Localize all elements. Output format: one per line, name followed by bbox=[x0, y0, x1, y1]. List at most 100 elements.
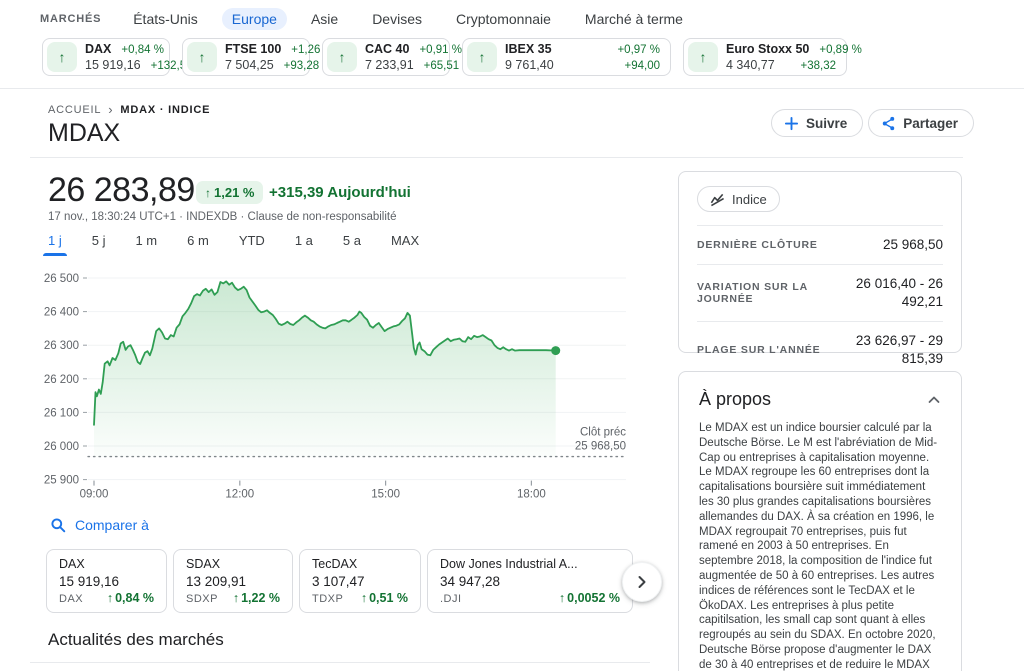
quote-change-pct-badge: 1,21 % bbox=[196, 181, 264, 204]
up-trend-icon bbox=[467, 42, 497, 72]
compare-name: TecDAX bbox=[312, 557, 358, 571]
compare-name: DAX bbox=[59, 557, 85, 571]
nav-item-cryptomonnaie[interactable]: Cryptomonnaie bbox=[455, 11, 551, 27]
compare-value: 34 947,28 bbox=[440, 573, 501, 589]
page-title: MDAX bbox=[48, 119, 121, 147]
svg-text:26 000: 26 000 bbox=[44, 441, 79, 453]
price-chart-svg[interactable]: 26 500 26 400 26 300 26 200 26 100 26 000 25 9… bbox=[40, 263, 640, 503]
tab-ytd[interactable]: YTD bbox=[238, 233, 265, 248]
chip-change: +94,00 bbox=[624, 59, 661, 72]
quote-change-today: +315,39 Aujourd'hui bbox=[269, 184, 411, 201]
chart-range-tabs: 1 j 5 j 1 m 6 m YTD 1 a 5 a MAX bbox=[43, 233, 420, 256]
svg-text:09:00: 09:00 bbox=[80, 489, 109, 501]
follow-button[interactable]: Suivre bbox=[771, 109, 864, 137]
chip-pct: +0,89 % bbox=[819, 43, 862, 56]
compare-card-dax[interactable]: DAX 15 919,16 DAX 0,84 % bbox=[46, 549, 167, 613]
price-chart[interactable]: 26 500 26 400 26 300 26 200 26 100 26 000 25 9… bbox=[40, 263, 640, 503]
compare-pct: 0,0052 % bbox=[567, 591, 620, 605]
up-arrow-icon bbox=[205, 186, 211, 200]
stat-row-day-range: VARIATION SUR LA JOURNÉE 26 016,40 - 26 … bbox=[697, 264, 943, 321]
chip-value: 4 340,77 bbox=[726, 57, 775, 72]
chip-pct: +0,91 % bbox=[419, 43, 462, 56]
compare-pct: 0,84 % bbox=[115, 591, 154, 605]
carousel-next-button[interactable] bbox=[622, 562, 662, 602]
tab-5j[interactable]: 5 j bbox=[91, 233, 106, 248]
stats-rows: DERNIÈRE CLÔTURE 25 968,50 VARIATION SUR… bbox=[697, 225, 943, 378]
chip-value: 9 761,40 bbox=[505, 57, 554, 72]
stat-value: 26 016,40 - 26 492,21 bbox=[855, 276, 943, 309]
quote-timestamp: 17 nov., 18:30:24 UTC+1 · INDEXDB · bbox=[48, 211, 248, 223]
chip-name: FTSE 100 bbox=[225, 41, 282, 56]
index-chip-dax[interactable]: DAX+0,84 % 15 919,16+132,55 bbox=[42, 38, 193, 76]
tab-6m[interactable]: 6 m bbox=[187, 233, 209, 248]
compare-ticker: SDXP bbox=[186, 593, 218, 605]
search-icon bbox=[50, 517, 66, 533]
nav-item-marche-a-terme[interactable]: Marché à terme bbox=[584, 11, 683, 27]
market-news-title: Actualités des marchés bbox=[48, 630, 224, 649]
compare-ticker: .DJI bbox=[440, 593, 462, 605]
up-arrow-icon bbox=[361, 591, 367, 605]
compare-pct: 1,22 % bbox=[241, 591, 280, 605]
chip-name: Euro Stoxx 50 bbox=[726, 41, 810, 56]
compare-value: 13 209,91 bbox=[186, 573, 247, 589]
index-chip-cac-40[interactable]: CAC 40 +0,91 % 7 233,91 +65,51 bbox=[322, 38, 462, 76]
compare-label: Comparer à bbox=[75, 517, 149, 533]
compare-to-button[interactable]: Comparer à bbox=[50, 517, 149, 533]
nav-item-devises[interactable]: Devises bbox=[372, 11, 422, 27]
svg-text:26 200: 26 200 bbox=[44, 374, 79, 386]
nav-item-europe[interactable]: Europe bbox=[221, 8, 287, 30]
up-arrow-icon bbox=[559, 591, 565, 605]
share-button[interactable]: Partager bbox=[868, 109, 975, 137]
compare-card-sdax[interactable]: SDAX 13 209,91 SDXP 1,22 % bbox=[173, 549, 293, 613]
nav-item-asie[interactable]: Asie bbox=[310, 11, 339, 27]
chip-name: IBEX 35 bbox=[505, 41, 552, 56]
tab-1j[interactable]: 1 j bbox=[43, 233, 67, 256]
breadcrumb-current: MDAX · INDICE bbox=[120, 103, 211, 116]
svg-text:18:00: 18:00 bbox=[517, 489, 546, 501]
chip-change: +65,51 bbox=[423, 59, 460, 72]
compare-value: 15 919,16 bbox=[59, 573, 120, 589]
compare-card-dow-jones[interactable]: Dow Jones Industrial A... 34 947,28 .DJI… bbox=[427, 549, 633, 613]
tab-max[interactable]: MAX bbox=[390, 233, 420, 248]
tab-5a[interactable]: 5 a bbox=[342, 233, 361, 248]
stat-value: 23 626,97 - 29 815,39 bbox=[855, 333, 943, 366]
chevron-up-icon[interactable] bbox=[927, 393, 941, 407]
divider bbox=[30, 157, 963, 158]
index-chip-ibex-35[interactable]: IBEX 35 +0,97 % 9 761,40 +94,00 bbox=[462, 38, 671, 76]
stat-row-year-range: PLAGE SUR L'ANNÉE 23 626,97 - 29 815,39 bbox=[697, 321, 943, 378]
svg-text:26 300: 26 300 bbox=[44, 340, 79, 352]
up-arrow-icon bbox=[107, 591, 113, 605]
svg-text:25 900: 25 900 bbox=[44, 475, 79, 487]
chevron-right-icon bbox=[634, 574, 650, 590]
up-trend-icon bbox=[187, 42, 217, 72]
stat-value: 25 968,50 bbox=[882, 237, 943, 252]
disclaimer-link[interactable]: Clause de non-responsabilité bbox=[247, 211, 397, 223]
security-type-label: Indice bbox=[732, 191, 767, 207]
compare-pct: 0,51 % bbox=[369, 591, 408, 605]
chip-value: 15 919,16 bbox=[85, 57, 141, 72]
index-chip-euro-stoxx-50[interactable]: Euro Stoxx 50 +0,89 % 4 340,77 +38,32 bbox=[683, 38, 862, 76]
index-chip-ftse-100[interactable]: FTSE 100+1,26 % 7 504,25+93,28 bbox=[182, 38, 334, 76]
svg-text:26 500: 26 500 bbox=[44, 273, 79, 285]
share-label: Partager bbox=[903, 115, 959, 131]
chip-value: 7 233,91 bbox=[365, 57, 414, 72]
svg-text:12:00: 12:00 bbox=[225, 489, 254, 501]
tab-1a[interactable]: 1 a bbox=[294, 233, 313, 248]
chip-change: +38,32 bbox=[800, 59, 837, 72]
plus-icon bbox=[784, 116, 799, 131]
chip-pct: +0,84 % bbox=[121, 43, 164, 56]
chip-value: 7 504,25 bbox=[225, 57, 274, 72]
compare-ticker: TDXP bbox=[312, 593, 344, 605]
compare-card-tecdax[interactable]: TecDAX 3 107,47 TDXP 0,51 % bbox=[299, 549, 421, 613]
tab-1m[interactable]: 1 m bbox=[135, 233, 158, 248]
nav-item-etats-unis[interactable]: États-Unis bbox=[133, 11, 198, 27]
market-index-chips: DAX+0,84 % 15 919,16+132,55 FTSE 100+1,2… bbox=[42, 38, 862, 76]
chip-name: DAX bbox=[85, 41, 112, 56]
stat-row-last-close: DERNIÈRE CLÔTURE 25 968,50 bbox=[697, 225, 943, 264]
about-card: À propos Le MDAX est un indice boursier … bbox=[678, 371, 962, 671]
breadcrumb-home-link[interactable]: ACCUEIL bbox=[48, 103, 102, 116]
compare-name: Dow Jones Industrial A... bbox=[440, 557, 578, 571]
up-trend-icon bbox=[327, 42, 357, 72]
compare-value: 3 107,47 bbox=[312, 573, 365, 589]
quote-meta: 17 nov., 18:30:24 UTC+1 · INDEXDB · Clau… bbox=[48, 211, 397, 223]
